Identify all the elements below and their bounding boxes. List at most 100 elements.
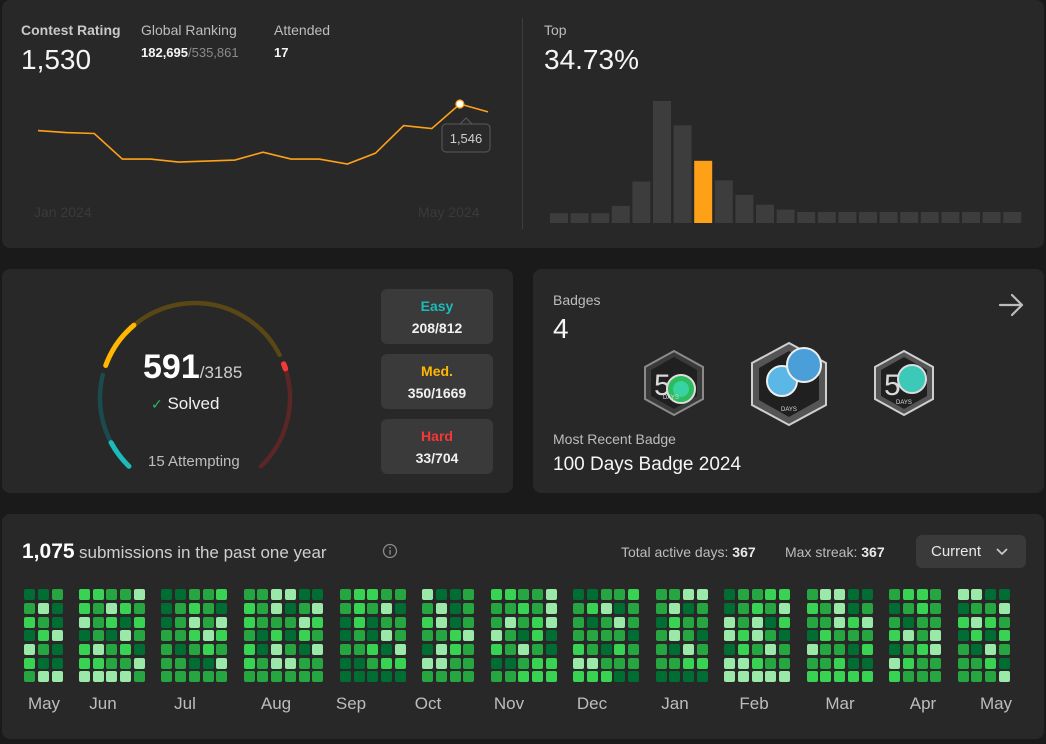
heatmap-cell[interactable] (724, 602, 736, 614)
heatmap-cell[interactable] (37, 643, 49, 655)
heatmap-cell[interactable] (133, 602, 145, 614)
heatmap-cell[interactable] (37, 602, 49, 614)
heatmap-cell[interactable] (271, 630, 283, 642)
heatmap-cell[interactable] (78, 657, 90, 669)
heatmap-cell[interactable] (545, 630, 557, 642)
heatmap-cell[interactable] (683, 616, 694, 628)
arrow-right-icon[interactable] (997, 291, 1025, 319)
heatmap-cell[interactable] (916, 589, 928, 600)
heatmap-cell[interactable] (902, 671, 914, 683)
heatmap-cell[interactable] (971, 616, 983, 628)
heatmap-cell[interactable] (765, 671, 777, 683)
heatmap-cell[interactable] (820, 630, 832, 642)
histogram-bar[interactable] (735, 194, 754, 223)
heatmap-cell[interactable] (435, 616, 447, 628)
heatmap-cell[interactable] (545, 616, 557, 628)
heatmap-cell[interactable] (298, 602, 310, 614)
heatmap-cell[interactable] (78, 630, 90, 642)
heatmap-cell[interactable] (243, 657, 255, 669)
histogram-bar[interactable] (591, 213, 610, 223)
heatmap-cell[interactable] (669, 630, 681, 642)
histogram-bar[interactable] (982, 212, 1001, 223)
heatmap-cell[interactable] (449, 630, 461, 642)
heatmap-cell[interactable] (930, 671, 942, 683)
heatmap-cell[interactable] (353, 602, 365, 614)
heatmap-cell[interactable] (628, 630, 640, 642)
heatmap-cell[interactable] (957, 589, 969, 600)
heatmap-cell[interactable] (916, 630, 928, 642)
heatmap-cell[interactable] (78, 671, 90, 683)
heatmap-cell[interactable] (614, 589, 626, 600)
heatmap-cell[interactable] (600, 657, 612, 669)
heatmap-cell[interactable] (284, 602, 296, 614)
heatmap-cell[interactable] (971, 602, 983, 614)
heatmap-cell[interactable] (367, 616, 379, 628)
heatmap-cell[interactable] (573, 630, 585, 642)
heatmap-cell[interactable] (394, 616, 406, 628)
heatmap-cell[interactable] (490, 616, 502, 628)
heatmap-cell[interactable] (381, 616, 392, 628)
heatmap-cell[interactable] (24, 589, 35, 600)
heatmap-cell[interactable] (298, 589, 310, 600)
heatmap-cell[interactable] (422, 657, 434, 669)
heatmap-cell[interactable] (738, 616, 749, 628)
heatmap-cell[interactable] (202, 671, 214, 683)
heatmap-cell[interactable] (216, 616, 228, 628)
heatmap-cell[interactable] (889, 657, 900, 669)
heatmap-cell[interactable] (738, 602, 749, 614)
heatmap-cell[interactable] (120, 671, 132, 683)
heatmap-cell[interactable] (133, 671, 145, 683)
heatmap-cell[interactable] (889, 589, 900, 600)
heatmap-cell[interactable] (586, 657, 598, 669)
heatmap-cell[interactable] (655, 657, 667, 669)
heatmap-cell[interactable] (24, 602, 35, 614)
heatmap-cell[interactable] (998, 671, 1010, 683)
heatmap-cell[interactable] (889, 671, 900, 683)
heatmap-cell[interactable] (655, 616, 667, 628)
heatmap-cell[interactable] (284, 616, 296, 628)
heatmap-cell[interactable] (175, 616, 186, 628)
heatmap-cell[interactable] (751, 643, 763, 655)
heatmap-cell[interactable] (120, 616, 132, 628)
heatmap-cell[interactable] (532, 630, 543, 642)
heatmap-cell[interactable] (861, 616, 873, 628)
heatmap-cell[interactable] (161, 616, 173, 628)
heatmap-cell[interactable] (724, 671, 736, 683)
heatmap-cell[interactable] (422, 602, 434, 614)
heatmap-cell[interactable] (586, 602, 598, 614)
badge-50-days-2024[interactable]: 5 DAYS (871, 349, 937, 417)
heatmap-cell[interactable] (902, 602, 914, 614)
heatmap-cell[interactable] (435, 671, 447, 683)
heatmap-cell[interactable] (257, 630, 269, 642)
heatmap-cell[interactable] (957, 602, 969, 614)
heatmap-cell[interactable] (600, 616, 612, 628)
heatmap-cell[interactable] (847, 643, 859, 655)
histogram-bar[interactable] (550, 213, 568, 223)
heatmap-cell[interactable] (532, 616, 543, 628)
heatmap-cell[interactable] (998, 643, 1010, 655)
heatmap-cell[interactable] (765, 602, 777, 614)
heatmap-cell[interactable] (202, 589, 214, 600)
heatmap-cell[interactable] (422, 589, 434, 600)
heatmap-cell[interactable] (339, 630, 351, 642)
heatmap-cell[interactable] (614, 657, 626, 669)
heatmap-cell[interactable] (573, 589, 585, 600)
heatmap-cell[interactable] (161, 643, 173, 655)
heatmap-cell[interactable] (92, 643, 104, 655)
heatmap-cell[interactable] (573, 671, 585, 683)
heatmap-cell[interactable] (985, 643, 997, 655)
heatmap-cell[interactable] (243, 602, 255, 614)
heatmap-cell[interactable] (381, 643, 392, 655)
heatmap-cell[interactable] (202, 630, 214, 642)
heatmap-cell[interactable] (243, 616, 255, 628)
heatmap-cell[interactable] (765, 589, 777, 600)
heatmap-cell[interactable] (847, 671, 859, 683)
heatmap-cell[interactable] (683, 589, 694, 600)
histogram-bar[interactable] (694, 160, 713, 223)
heatmap-cell[interactable] (92, 630, 104, 642)
heatmap-cell[interactable] (628, 589, 640, 600)
heatmap-cell[interactable] (765, 616, 777, 628)
heatmap-cell[interactable] (614, 602, 626, 614)
heatmap-cell[interactable] (573, 616, 585, 628)
heatmap-cell[interactable] (806, 643, 818, 655)
